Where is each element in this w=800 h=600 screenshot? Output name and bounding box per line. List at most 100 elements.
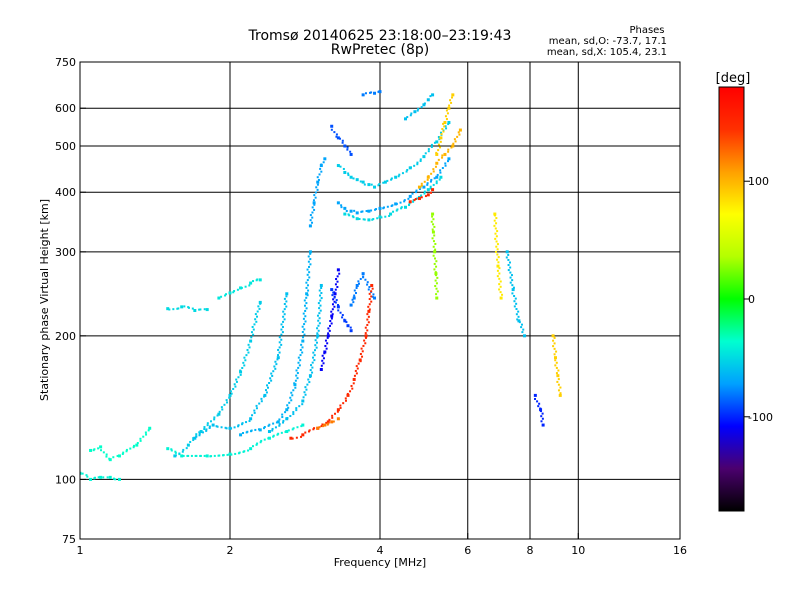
data-point [305, 281, 308, 284]
data-point [280, 338, 283, 341]
data-point [557, 369, 560, 372]
data-point [416, 197, 419, 200]
data-point [327, 327, 330, 330]
data-point [312, 356, 315, 359]
data-point [447, 121, 451, 125]
data-point [522, 328, 525, 331]
data-point [313, 427, 316, 430]
data-point [263, 427, 266, 430]
data-point [105, 453, 108, 456]
data-point [293, 383, 297, 387]
data-point [242, 361, 245, 364]
data-point [307, 265, 310, 268]
annotation-line-1: mean, sd,O: -73.7, 17.1 [549, 36, 667, 47]
data-point [493, 224, 496, 227]
data-point [352, 382, 355, 385]
data-point [521, 331, 524, 334]
data-point [334, 412, 337, 415]
data-point [340, 204, 343, 207]
data-point [296, 426, 299, 429]
data-point [313, 354, 316, 357]
data-point [230, 427, 233, 430]
data-point [234, 452, 237, 455]
data-point [438, 138, 441, 141]
data-point [270, 379, 273, 382]
data-point [304, 393, 307, 396]
trace-24 [430, 212, 439, 300]
data-point [377, 90, 380, 93]
data-point [515, 308, 518, 311]
data-point [378, 90, 382, 94]
data-point [133, 444, 136, 447]
data-point [316, 426, 320, 430]
data-point [203, 454, 206, 457]
data-point [356, 367, 359, 370]
data-point [336, 136, 340, 140]
data-point [498, 272, 501, 275]
data-point [433, 225, 436, 228]
data-point [458, 133, 461, 136]
data-point [403, 117, 407, 121]
data-point [363, 183, 366, 186]
data-point [308, 276, 311, 279]
data-point [416, 161, 419, 164]
data-point [195, 454, 198, 457]
data-point [309, 214, 312, 217]
data-point [368, 286, 371, 289]
data-point [303, 323, 306, 326]
data-point [442, 130, 445, 133]
trace-9 [217, 278, 262, 300]
data-point [551, 334, 555, 338]
data-point [509, 281, 512, 284]
data-point [370, 91, 373, 94]
data-point [309, 258, 312, 261]
data-point [182, 448, 185, 451]
data-point [394, 202, 398, 206]
data-point [345, 321, 348, 324]
data-point [430, 143, 433, 146]
data-point [280, 431, 283, 434]
data-point [408, 204, 411, 207]
data-point [553, 356, 557, 360]
data-point [499, 280, 502, 283]
data-point [263, 393, 267, 397]
data-point [514, 297, 517, 300]
data-point [552, 339, 555, 342]
data-point [533, 393, 537, 397]
data-point [317, 178, 320, 181]
data-point [363, 339, 366, 342]
data-point [254, 428, 257, 431]
data-point [263, 426, 266, 429]
data-point [414, 198, 417, 201]
data-point [319, 283, 323, 287]
data-point [344, 397, 347, 400]
data-point [498, 267, 501, 270]
data-point [553, 353, 556, 356]
data-point [281, 416, 284, 419]
data-point [323, 423, 327, 427]
data-point [297, 366, 300, 369]
data-point [274, 360, 277, 363]
data-point [216, 425, 219, 428]
data-point [233, 383, 236, 386]
data-point [351, 298, 354, 301]
data-point [358, 217, 361, 220]
data-point [367, 305, 370, 308]
data-point [271, 427, 274, 430]
data-point [451, 93, 455, 97]
data-point [233, 290, 236, 293]
data-point [274, 426, 277, 429]
data-point [245, 354, 248, 357]
data-point [439, 175, 443, 179]
trace-10 [319, 268, 341, 371]
data-point [494, 250, 497, 253]
data-point [316, 188, 319, 191]
data-point [228, 291, 232, 295]
data-point [278, 351, 281, 354]
data-point [420, 184, 423, 187]
data-point [125, 448, 128, 451]
data-point [496, 264, 500, 268]
data-point [272, 434, 275, 437]
data-point [434, 248, 437, 251]
data-point [299, 354, 302, 357]
